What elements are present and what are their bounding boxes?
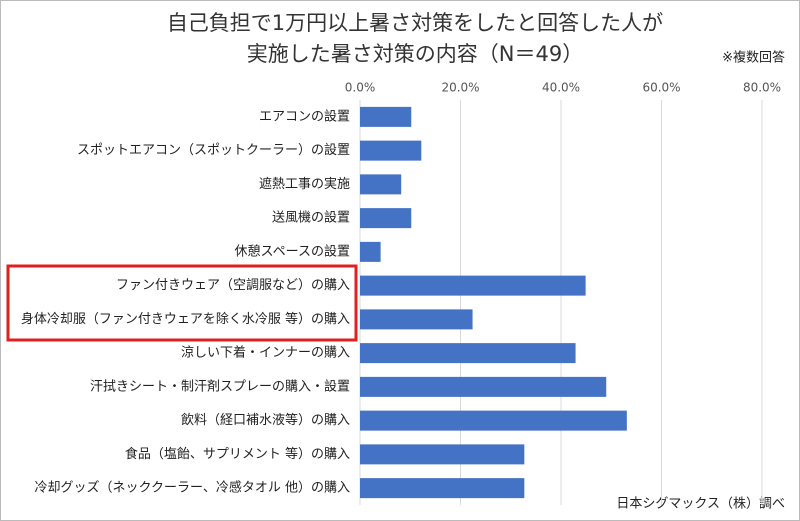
y-tick-label: ファン付きウェア（空調服など）の購入	[116, 278, 350, 293]
x-tick-label: 80.0%	[743, 81, 781, 95]
y-tick-label: 休憩スペースの設置	[235, 243, 350, 259]
y-tick-label: 冷却グッズ（ネッククーラー、冷感タオル 他）の購入	[35, 480, 350, 496]
bar	[360, 140, 422, 161]
x-tick-label: 60.0%	[642, 81, 680, 95]
bar	[360, 343, 576, 364]
bar	[360, 478, 525, 499]
y-tick-label: 飲料（経口補水液等）の購入	[181, 412, 350, 428]
bar	[360, 174, 402, 195]
y-tick-label: スポットエアコン（スポットクーラー）の設置	[77, 142, 350, 158]
bar	[360, 208, 412, 229]
x-tick-label: 40.0%	[542, 81, 580, 95]
chart-title: 実施した暑さ対策の内容（N＝49）	[247, 42, 583, 66]
x-tick-label: 0.0%	[345, 81, 376, 95]
bar	[360, 106, 412, 127]
y-tick-label: 汗拭きシート・制汗剤スプレーの購入・設置	[90, 378, 350, 394]
y-tick-label: 送風機の設置	[272, 210, 350, 226]
x-tick-label: 20.0%	[441, 81, 479, 95]
bar	[360, 376, 607, 397]
highlight-box	[6, 264, 358, 342]
bar	[360, 309, 473, 330]
note: ※複数回答	[722, 50, 785, 66]
y-tick-label: 食品（塩飴、サプリメント 等）の購入	[125, 446, 350, 462]
bar	[360, 275, 586, 296]
y-tick-label: 遮熱工事の実施	[259, 176, 350, 192]
source: 日本シグマックス（株）調べ	[616, 497, 785, 512]
y-tick-label: 身体冷却服（ファン付きウェアを除く水冷服 等）の購入	[21, 311, 350, 327]
bar	[360, 410, 627, 431]
bar	[360, 241, 381, 262]
bar	[360, 444, 525, 465]
y-tick-label: エアコンの設置	[259, 108, 350, 124]
y-tick-label: 涼しい下着・インナーの購入	[181, 345, 350, 361]
chart-title: 自己負担で1万円以上暑さ対策をしたと回答した人が	[167, 11, 663, 35]
